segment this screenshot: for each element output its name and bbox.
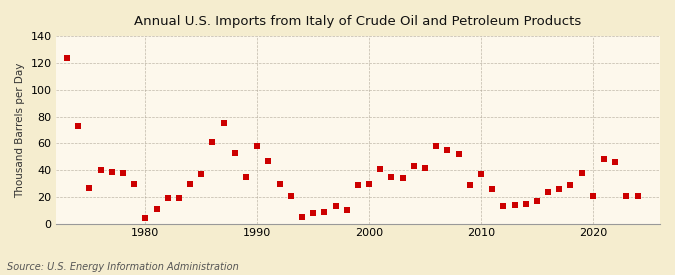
Point [587,194,598,198]
Text: Source: U.S. Energy Information Administration: Source: U.S. Energy Information Administ… [7,262,238,272]
Y-axis label: Thousand Barrels per Day: Thousand Barrels per Day [15,62,25,198]
Point [342,208,352,213]
Point [554,187,565,191]
Point [632,194,643,198]
Point [296,215,307,219]
Point [263,159,274,163]
Point [364,182,375,186]
Point [230,151,240,155]
Point [274,182,285,186]
Point [498,204,509,209]
Point [453,152,464,156]
Point [207,140,218,144]
Point [565,183,576,187]
Point [386,175,397,179]
Title: Annual U.S. Imports from Italy of Crude Oil and Petroleum Products: Annual U.S. Imports from Italy of Crude … [134,15,582,28]
Point [599,157,610,162]
Point [140,216,151,221]
Point [308,211,319,215]
Point [420,165,431,170]
Point [95,168,106,172]
Point [531,199,542,203]
Point [252,144,263,148]
Point [319,210,330,214]
Point [610,160,620,164]
Point [84,185,95,190]
Point [73,124,84,128]
Point [398,176,408,180]
Point [162,196,173,200]
Point [543,189,554,194]
Point [487,187,497,191]
Point [442,148,453,152]
Point [509,203,520,207]
Point [151,207,162,211]
Point [61,55,72,60]
Point [330,204,341,209]
Point [218,121,229,125]
Point [520,202,531,206]
Point [241,175,252,179]
Point [196,172,207,177]
Point [408,164,419,168]
Point [576,171,587,175]
Point [476,172,487,177]
Point [621,194,632,198]
Point [185,182,196,186]
Point [431,144,441,148]
Point [352,183,363,187]
Point [375,167,385,171]
Point [464,183,475,187]
Point [117,171,128,175]
Point [129,182,140,186]
Point [173,196,184,200]
Point [107,169,117,174]
Point [286,194,296,198]
